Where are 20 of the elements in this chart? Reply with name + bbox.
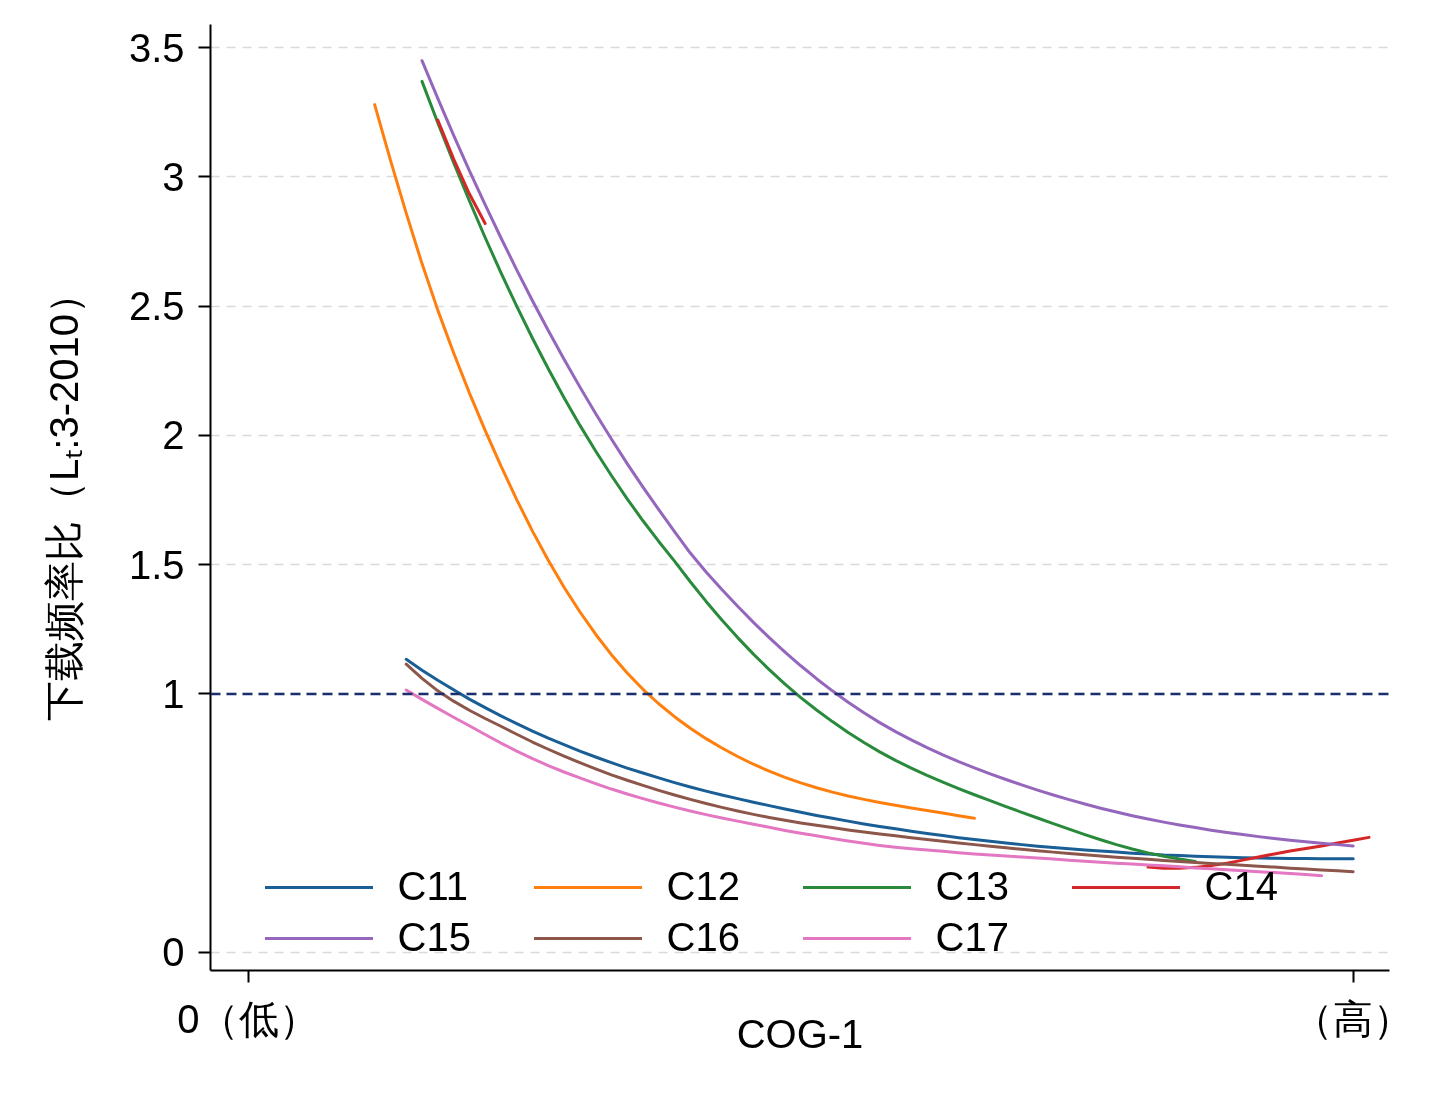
y-tick-label: 3 [162,155,185,199]
legend-label: C15 [397,915,472,960]
y-axis-title: 下载频率比（Lₜ:3-2010） [41,274,86,721]
legend-label: C11 [397,864,469,909]
y-tick-label: 1.5 [128,542,185,587]
line-series [420,79,1197,863]
y-tick-label: 2 [162,413,185,458]
legend-label: C16 [666,915,741,960]
legend-label: C14 [1204,864,1279,909]
legend-label: C17 [935,915,1010,960]
line-series [373,103,976,820]
y-tick-label: 2.5 [128,284,185,329]
x-tick-label: （高） [1293,996,1414,1041]
x-axis-title: COG-1 [736,1011,864,1056]
y-tick-label: 0 [162,930,185,975]
legend-label: C13 [935,864,1010,909]
legend-label: C12 [666,864,741,909]
y-tick-label: 1 [162,671,185,716]
x-tick-label: 0（低） [177,996,320,1041]
y-tick-label: 3.5 [128,25,185,70]
